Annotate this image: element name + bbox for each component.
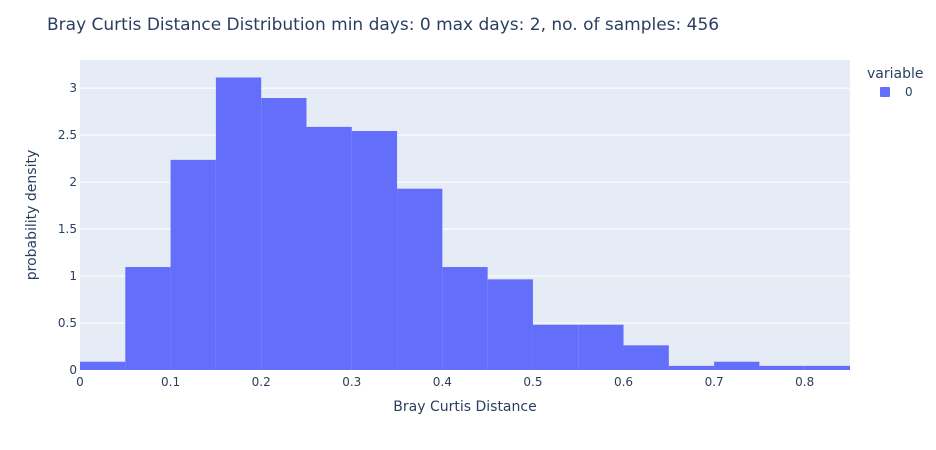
y-tick-label: 3 xyxy=(69,81,77,95)
y-tick-label: 2.5 xyxy=(58,128,77,142)
x-tick-label: 0 xyxy=(76,375,84,389)
legend-title: variable xyxy=(867,66,923,82)
x-tick-label: 0.4 xyxy=(433,375,452,389)
x-axis-ticks: 0 0.1 0.2 0.3 0.4 0.5 0.6 0.7 0.8 xyxy=(76,375,814,389)
histogram-bar[interactable] xyxy=(306,126,352,370)
y-axis-ticks: 0 0.5 1 1.5 2 2.5 3 xyxy=(58,81,77,377)
histogram-bar[interactable] xyxy=(351,131,398,370)
histogram-bar[interactable] xyxy=(261,98,307,370)
histogram-bar[interactable] xyxy=(125,267,171,370)
y-tick-label: 2 xyxy=(69,175,77,189)
x-tick-label: 0.1 xyxy=(161,375,180,389)
y-tick-label: 1.5 xyxy=(58,222,77,236)
x-tick-label: 0.3 xyxy=(342,375,361,389)
histogram-bar[interactable] xyxy=(442,267,488,370)
histogram-bar[interactable] xyxy=(578,324,624,370)
histogram-bar[interactable] xyxy=(170,159,216,370)
histogram-bar[interactable] xyxy=(215,77,262,371)
x-tick-label: 0.2 xyxy=(252,375,271,389)
histogram-bar[interactable] xyxy=(668,365,715,370)
histogram-bar[interactable] xyxy=(759,365,805,370)
x-tick-label: 0.8 xyxy=(795,375,814,389)
legend-swatch[interactable] xyxy=(880,87,890,97)
x-tick-label: 0.6 xyxy=(614,375,633,389)
histogram-bar[interactable] xyxy=(397,188,443,370)
chart-title: Bray Curtis Distance Distribution min da… xyxy=(47,15,719,35)
histogram-bar[interactable] xyxy=(623,345,669,370)
histogram-bar[interactable] xyxy=(532,324,579,370)
x-tick-label: 0.7 xyxy=(705,375,724,389)
y-tick-label: 1 xyxy=(69,269,77,283)
histogram-bar[interactable] xyxy=(80,361,126,370)
histogram-bar[interactable] xyxy=(804,365,850,370)
legend-item-label[interactable]: 0 xyxy=(905,85,913,99)
y-axis-title: probability density xyxy=(24,150,40,280)
histogram-bar[interactable] xyxy=(714,361,760,370)
y-tick-label: 0 xyxy=(69,363,77,377)
histogram-bar[interactable] xyxy=(487,279,533,370)
y-tick-label: 0.5 xyxy=(58,316,77,330)
x-tick-label: 0.5 xyxy=(523,375,542,389)
bars[interactable] xyxy=(80,77,850,371)
x-axis-title: Bray Curtis Distance xyxy=(393,399,536,415)
legend[interactable]: variable 0 xyxy=(867,66,923,99)
